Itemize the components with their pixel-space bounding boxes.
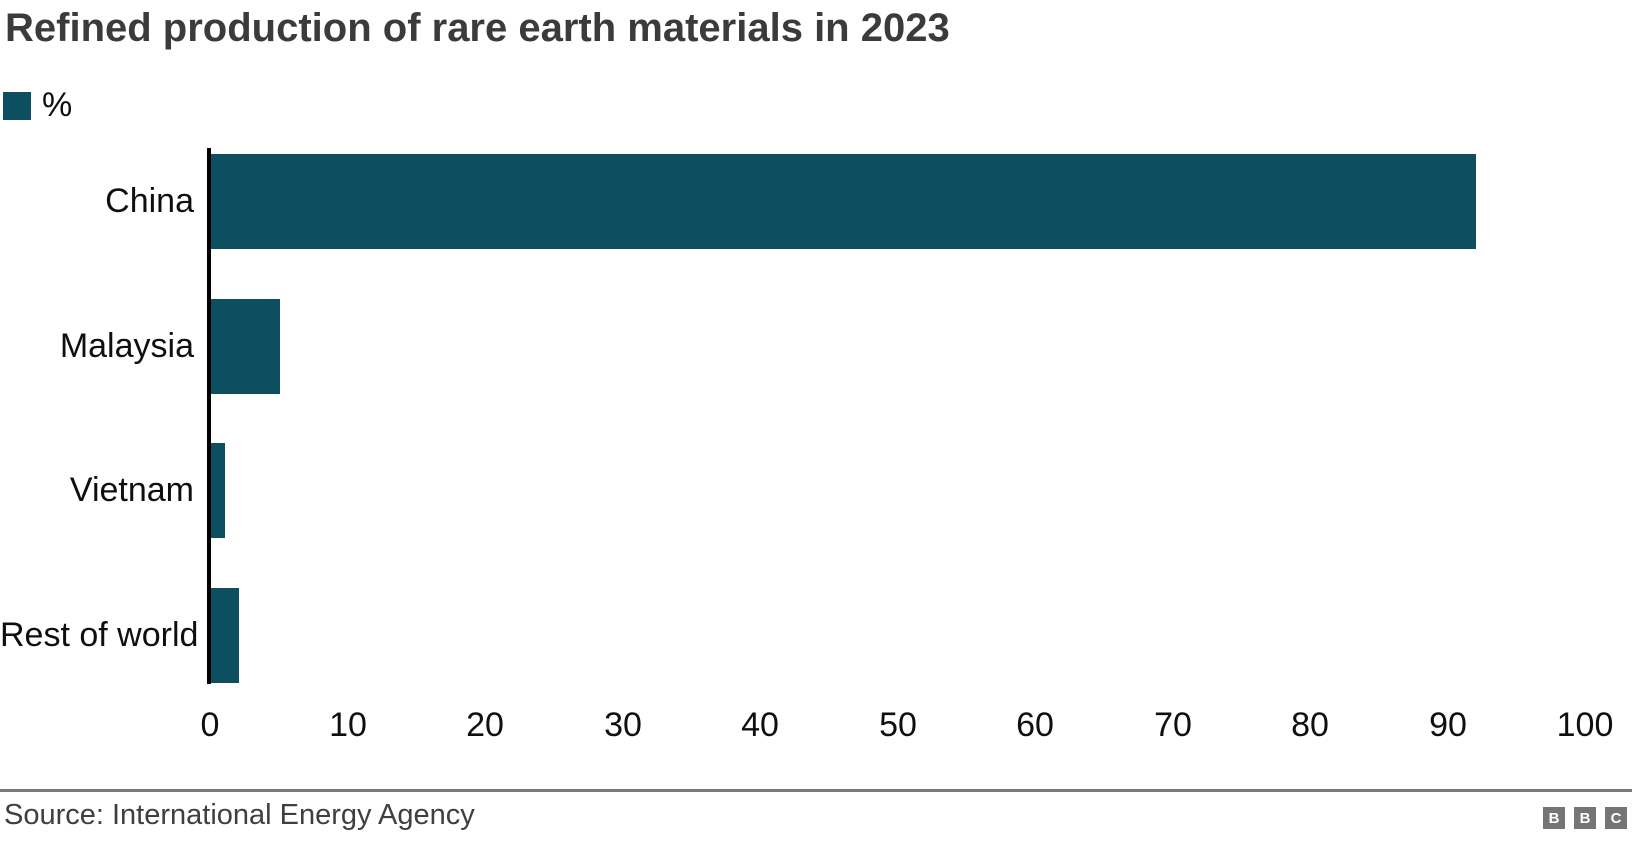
chart-title: Refined production of rare earth materia… [5,6,950,50]
x-tick-label: 40 [741,706,779,744]
x-tick-label: 70 [1154,706,1192,744]
category-label: China [105,182,194,220]
footer-divider [0,789,1632,792]
category-label: Vietnam [69,471,194,509]
x-tick-label: 50 [879,706,917,744]
bar [211,299,280,394]
bbc-logo-block: B [1543,807,1565,829]
source-text: Source: International Energy Agency [4,799,475,831]
x-tick-label: 30 [604,706,642,744]
category-label: Malaysia [59,327,194,365]
x-tick-label: 20 [466,706,504,744]
bar [211,443,225,538]
bbc-logo-block: C [1605,807,1627,829]
legend: % [3,86,72,125]
legend-label: % [42,86,73,124]
bbc-logo-block: B [1574,807,1596,829]
x-tick-label: 10 [329,706,367,744]
x-tick-label: 90 [1429,706,1467,744]
x-tick-label: 60 [1016,706,1054,744]
x-tick-label: 100 [1556,706,1614,744]
x-tick-label: 0 [200,706,220,744]
x-tick-label: 80 [1291,706,1329,744]
bar [211,154,1476,249]
category-label: Rest of world [0,616,199,654]
y-axis-line [207,148,211,684]
legend-swatch-icon [3,91,31,120]
bar [211,588,239,683]
